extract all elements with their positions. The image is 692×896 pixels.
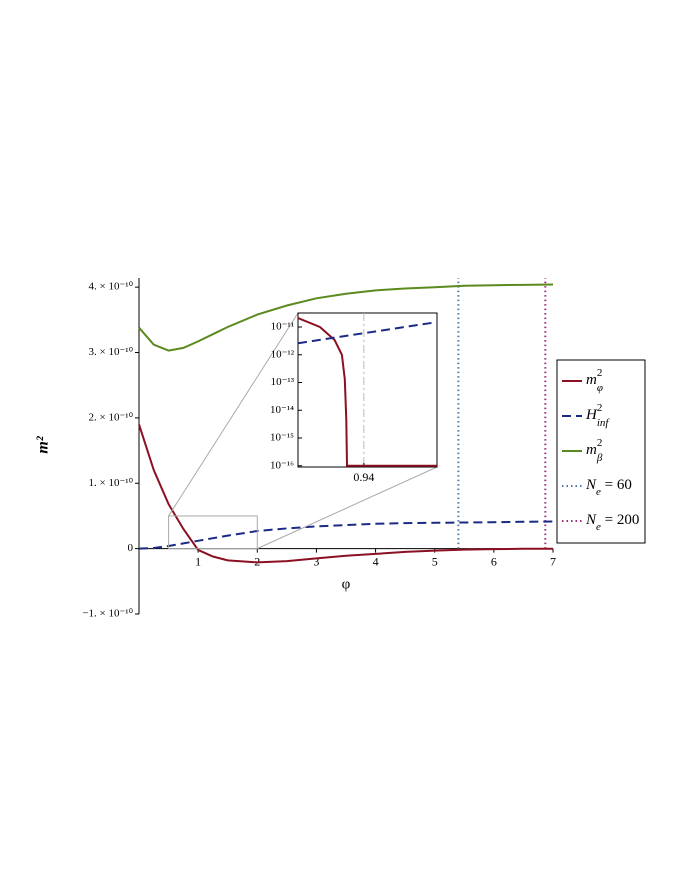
y-tick-label: 1. × 10⁻¹⁰ [89, 477, 134, 489]
y-tick-label: 2. × 10⁻¹⁰ [89, 411, 134, 423]
legend-tail: = 200 [601, 512, 639, 528]
legend-label: m2 β [586, 437, 603, 464]
zoom-box [168, 515, 258, 550]
y-tick-label: 0 [128, 542, 134, 554]
legend-name: H [585, 407, 598, 423]
series-line [138, 520, 554, 550]
y-tick-label: −1. × 10⁻¹⁰ [82, 608, 133, 620]
x-tick-label: 5 [432, 554, 438, 568]
zoom-connector [257, 466, 438, 550]
legend-sub: φ [597, 382, 603, 394]
legend-sub: inf [597, 417, 611, 429]
y-tick-label: 3. × 10⁻¹⁰ [89, 346, 134, 358]
x-tick-label: 4 [373, 554, 379, 568]
inset-y-tick-label: 10⁻¹⁴ [270, 404, 294, 416]
legend-sub: e [596, 521, 601, 533]
y-tick-label: 4. × 10⁻¹⁰ [89, 281, 134, 293]
x-tick-label: 2 [254, 554, 260, 568]
zoom-connector [168, 312, 299, 517]
inset-y-tick-label: 10⁻¹² [271, 348, 295, 360]
x-axis-label: φ [342, 576, 351, 592]
y-axis-label: m² [35, 435, 52, 453]
legend-sub: e [596, 486, 601, 498]
legend-label: H2 inf [585, 402, 610, 429]
inset-y-tick-label: 10⁻¹³ [271, 376, 295, 388]
legend-sup: 2 [597, 367, 603, 379]
legend-label: Ne = 60 [585, 477, 632, 497]
inset-y-tick-label: 10⁻¹⁵ [270, 432, 294, 444]
inset-frame [297, 312, 438, 468]
legend-sup: 2 [597, 437, 603, 449]
inset-y-tick-label: 10⁻¹⁶ [270, 459, 294, 471]
legend-label: Ne = 200 [585, 512, 639, 532]
series-line [298, 321, 437, 345]
x-tick-label: 6 [491, 554, 497, 568]
series-line [138, 283, 554, 352]
inset-y-tick-label: 10⁻¹¹ [271, 321, 294, 333]
x-tick-label: 3 [313, 554, 319, 568]
legend-name: m [586, 372, 597, 388]
legend-name: N [585, 512, 597, 528]
inset-x-tick-label: 0.94 [353, 470, 374, 484]
legend-name: m [586, 442, 597, 458]
legend-label: m2 φ [586, 367, 603, 394]
legend-sub: β [596, 452, 603, 464]
series-line [298, 317, 437, 467]
x-tick-label: 7 [550, 554, 556, 568]
legend-tail: = 60 [601, 477, 632, 493]
x-tick-label: 1 [195, 554, 201, 568]
series-line [138, 424, 554, 564]
legend-name: N [585, 477, 597, 493]
legend-sup: 2 [597, 402, 603, 414]
